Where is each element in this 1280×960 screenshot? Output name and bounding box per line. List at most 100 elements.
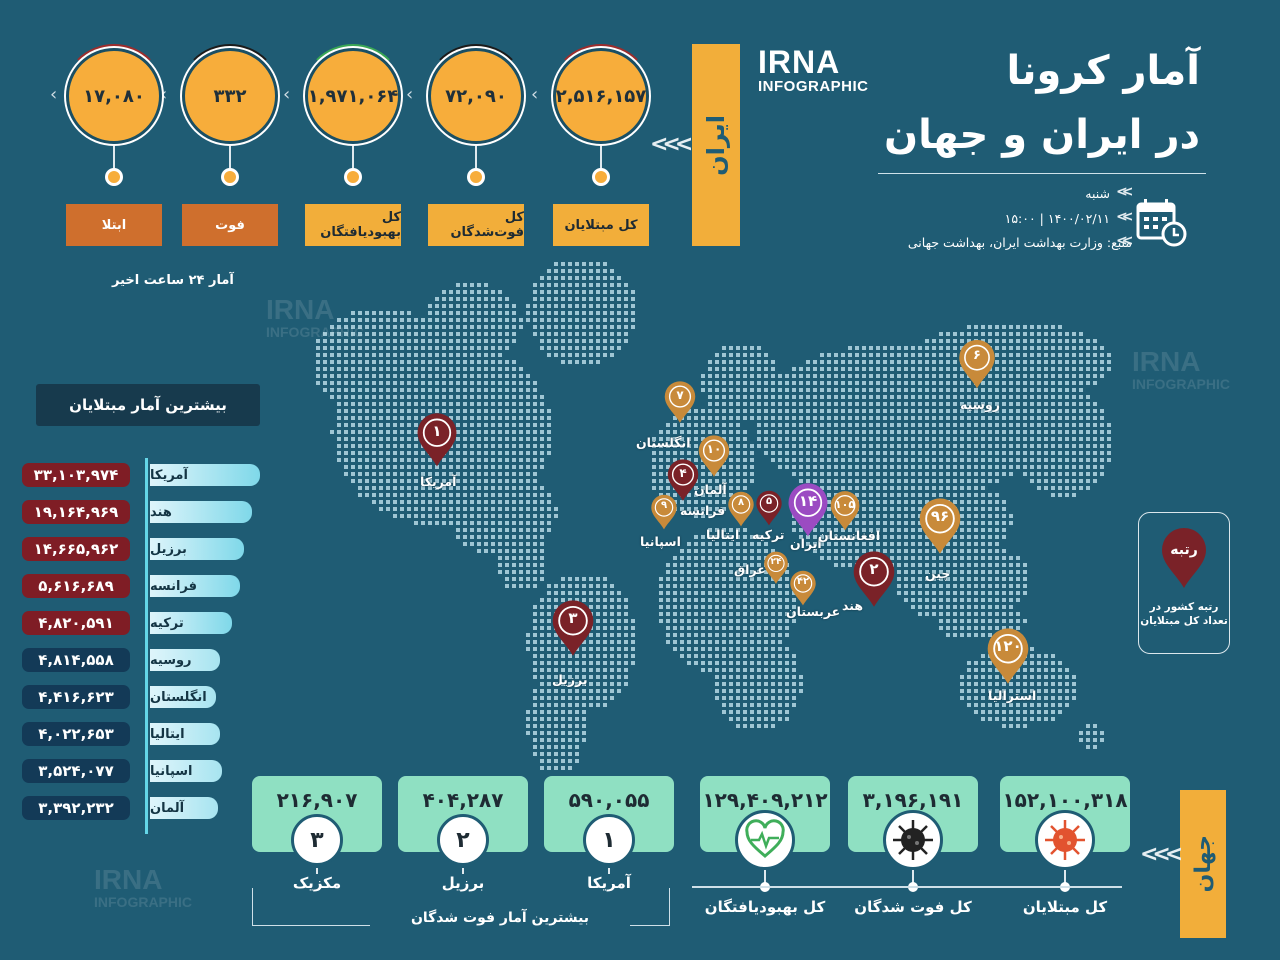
stat-stem [113,146,115,168]
map-pin-icon [651,494,677,530]
deaths-country: برزیل [418,874,508,892]
map-pin-icon [987,628,1029,684]
stat-dot [105,168,123,186]
top-cases-value: ۱۴,۶۶۵,۹۶۲ [22,537,130,561]
stat-stem [229,146,231,168]
iran-stat-value: ۳۳۲ [182,48,278,144]
world-stat-label: کل بهبودیافتگان [704,898,826,916]
legend-pin-label: رتبه [1170,542,1198,558]
top-cases-value: ۴,۸۲۰,۵۹۱ [22,611,130,635]
top-cases-value: ۴,۸۱۴,۵۵۸ [22,648,130,672]
world-stat-label: کل فوت شدگان [854,898,972,916]
map-pin-icon [552,600,594,656]
stat-dot [221,168,239,186]
top-cases-country: برزیل [150,538,244,560]
chevron-icon: << [1116,209,1134,225]
chevron-icon: << [1116,184,1134,200]
chevron-icon: << [1116,233,1134,249]
map-pin-icon [853,551,895,607]
heart-pulse-icon [735,810,795,870]
top-cases-country: انگلستان [150,686,216,708]
map-pin-icon [667,459,699,501]
map-pin-rank: ۳ [568,609,578,628]
map-pin-country: ایران [790,536,822,551]
world-stat-label: کل مبتلایان [1022,898,1108,916]
map-pin-icon [728,491,754,527]
world-banner: جهان [1180,790,1226,938]
deaths-rank: ۳ [291,814,343,866]
date-day: شنبه [1085,186,1110,201]
top-cases-value: ۳,۳۹۲,۲۳۲ [22,796,130,820]
map-pin-country: افغانستان [818,528,881,543]
map-pin-rank: ۱۲۰ [994,637,1022,656]
map-pin-country: چین [925,566,951,581]
last24-note: آمار ۲۴ ساعت اخیر [112,273,234,288]
iran-stat-label: کل مبتلایان [553,204,649,246]
map-pin-rank: ۴ [679,466,687,481]
top-cases-value: ۱۹,۱۶۴,۹۶۹ [22,500,130,524]
top-cases-country: هند [150,501,252,523]
map-pin-country: عربستان [786,604,841,619]
list-divider [145,458,148,834]
deaths-country: مکزیک [272,874,362,892]
chevron-left-icon: ‹ [283,84,291,105]
map-pin-country: فرانسه [680,503,726,518]
deaths-title: بیشترین آمار فوت شدگان [370,910,630,926]
map-pin-icon [764,551,788,584]
iran-stat-label: ابتلا [66,204,162,246]
map-pin-rank: ۵ [765,496,773,508]
calendar-clock-icon [1136,199,1187,247]
map-pin-rank: ۶ [973,347,981,363]
stat-arc [178,44,282,148]
watermark-logo: IRNA INFOGRAPHIC [266,294,364,341]
world-stat-stem [1064,870,1066,886]
map-pin-icon [788,483,828,537]
page-title: آمار کرونا [1006,48,1200,94]
top-cases-country: اسپانیا [150,760,222,782]
stat-stem [600,146,602,168]
stat-stem [352,146,354,168]
iran-stat-label: کل بهبودیافتگان [305,204,401,246]
world-stat-stem [912,870,914,886]
top-cases-value: ۵,۶۱۶,۶۸۹ [22,574,130,598]
map-pin-rank: ۱ [432,421,442,440]
map-pin-country: ایتالیا [706,527,740,542]
map-pin-rank: ۲۴ [770,556,782,567]
chevron-left-icon: ‹ [50,84,58,105]
map-pin-rank: ۸ [737,497,745,509]
map-pin-rank: ۴۲ [796,576,810,588]
top-cases-country: ایتالیا [150,723,220,745]
map-pin-country: استرالیا [988,688,1037,703]
map-pin-icon [919,498,961,554]
iran-stat-value: ۷۲,۰۹۰ [428,48,524,144]
map-pin-rank: ۲ [869,560,879,579]
deaths-rank: ۱ [583,814,635,866]
map-pin-rank: ۷ [676,388,684,403]
map-pin-country: آلمان [694,482,727,497]
stat-arc [301,44,405,148]
map-pin-country: آمریکا [420,474,457,489]
top-cases-country: ترکیه [150,612,232,634]
stat-arc [549,44,653,148]
map-pin-icon [830,491,860,531]
deaths-country: آمریکا [564,874,654,892]
map-pin-rank: ۹۶ [930,507,950,526]
map-pin-country: هند [842,598,863,613]
watermark-logo: IRNA INFOGRAPHIC [94,864,192,911]
top-cases-value: ۴,۴۱۶,۶۲۳ [22,685,130,709]
legend-description: رتبه کشور در تعداد کل مبتلایان [1140,601,1228,627]
world-stat-stem [764,870,766,886]
top-cases-country: فرانسه [150,575,240,597]
top-cases-value: ۳۳,۱۰۳,۹۷۴ [22,463,130,487]
map-pin-country: اسپانیا [640,534,681,549]
chevron-left-icon: <<< [650,132,693,157]
map-pin-country: انگلستان [636,435,691,450]
top-cases-country: آمریکا [150,464,260,486]
stat-dot [344,168,362,186]
stat-arc [424,44,528,148]
irna-logo: IRNA INFOGRAPHIC [758,44,869,95]
iran-stat-label: فوت [182,204,278,246]
chevron-left-icon: ‹ [406,84,414,105]
deaths-rank: ۲ [437,814,489,866]
title-divider [878,173,1206,174]
